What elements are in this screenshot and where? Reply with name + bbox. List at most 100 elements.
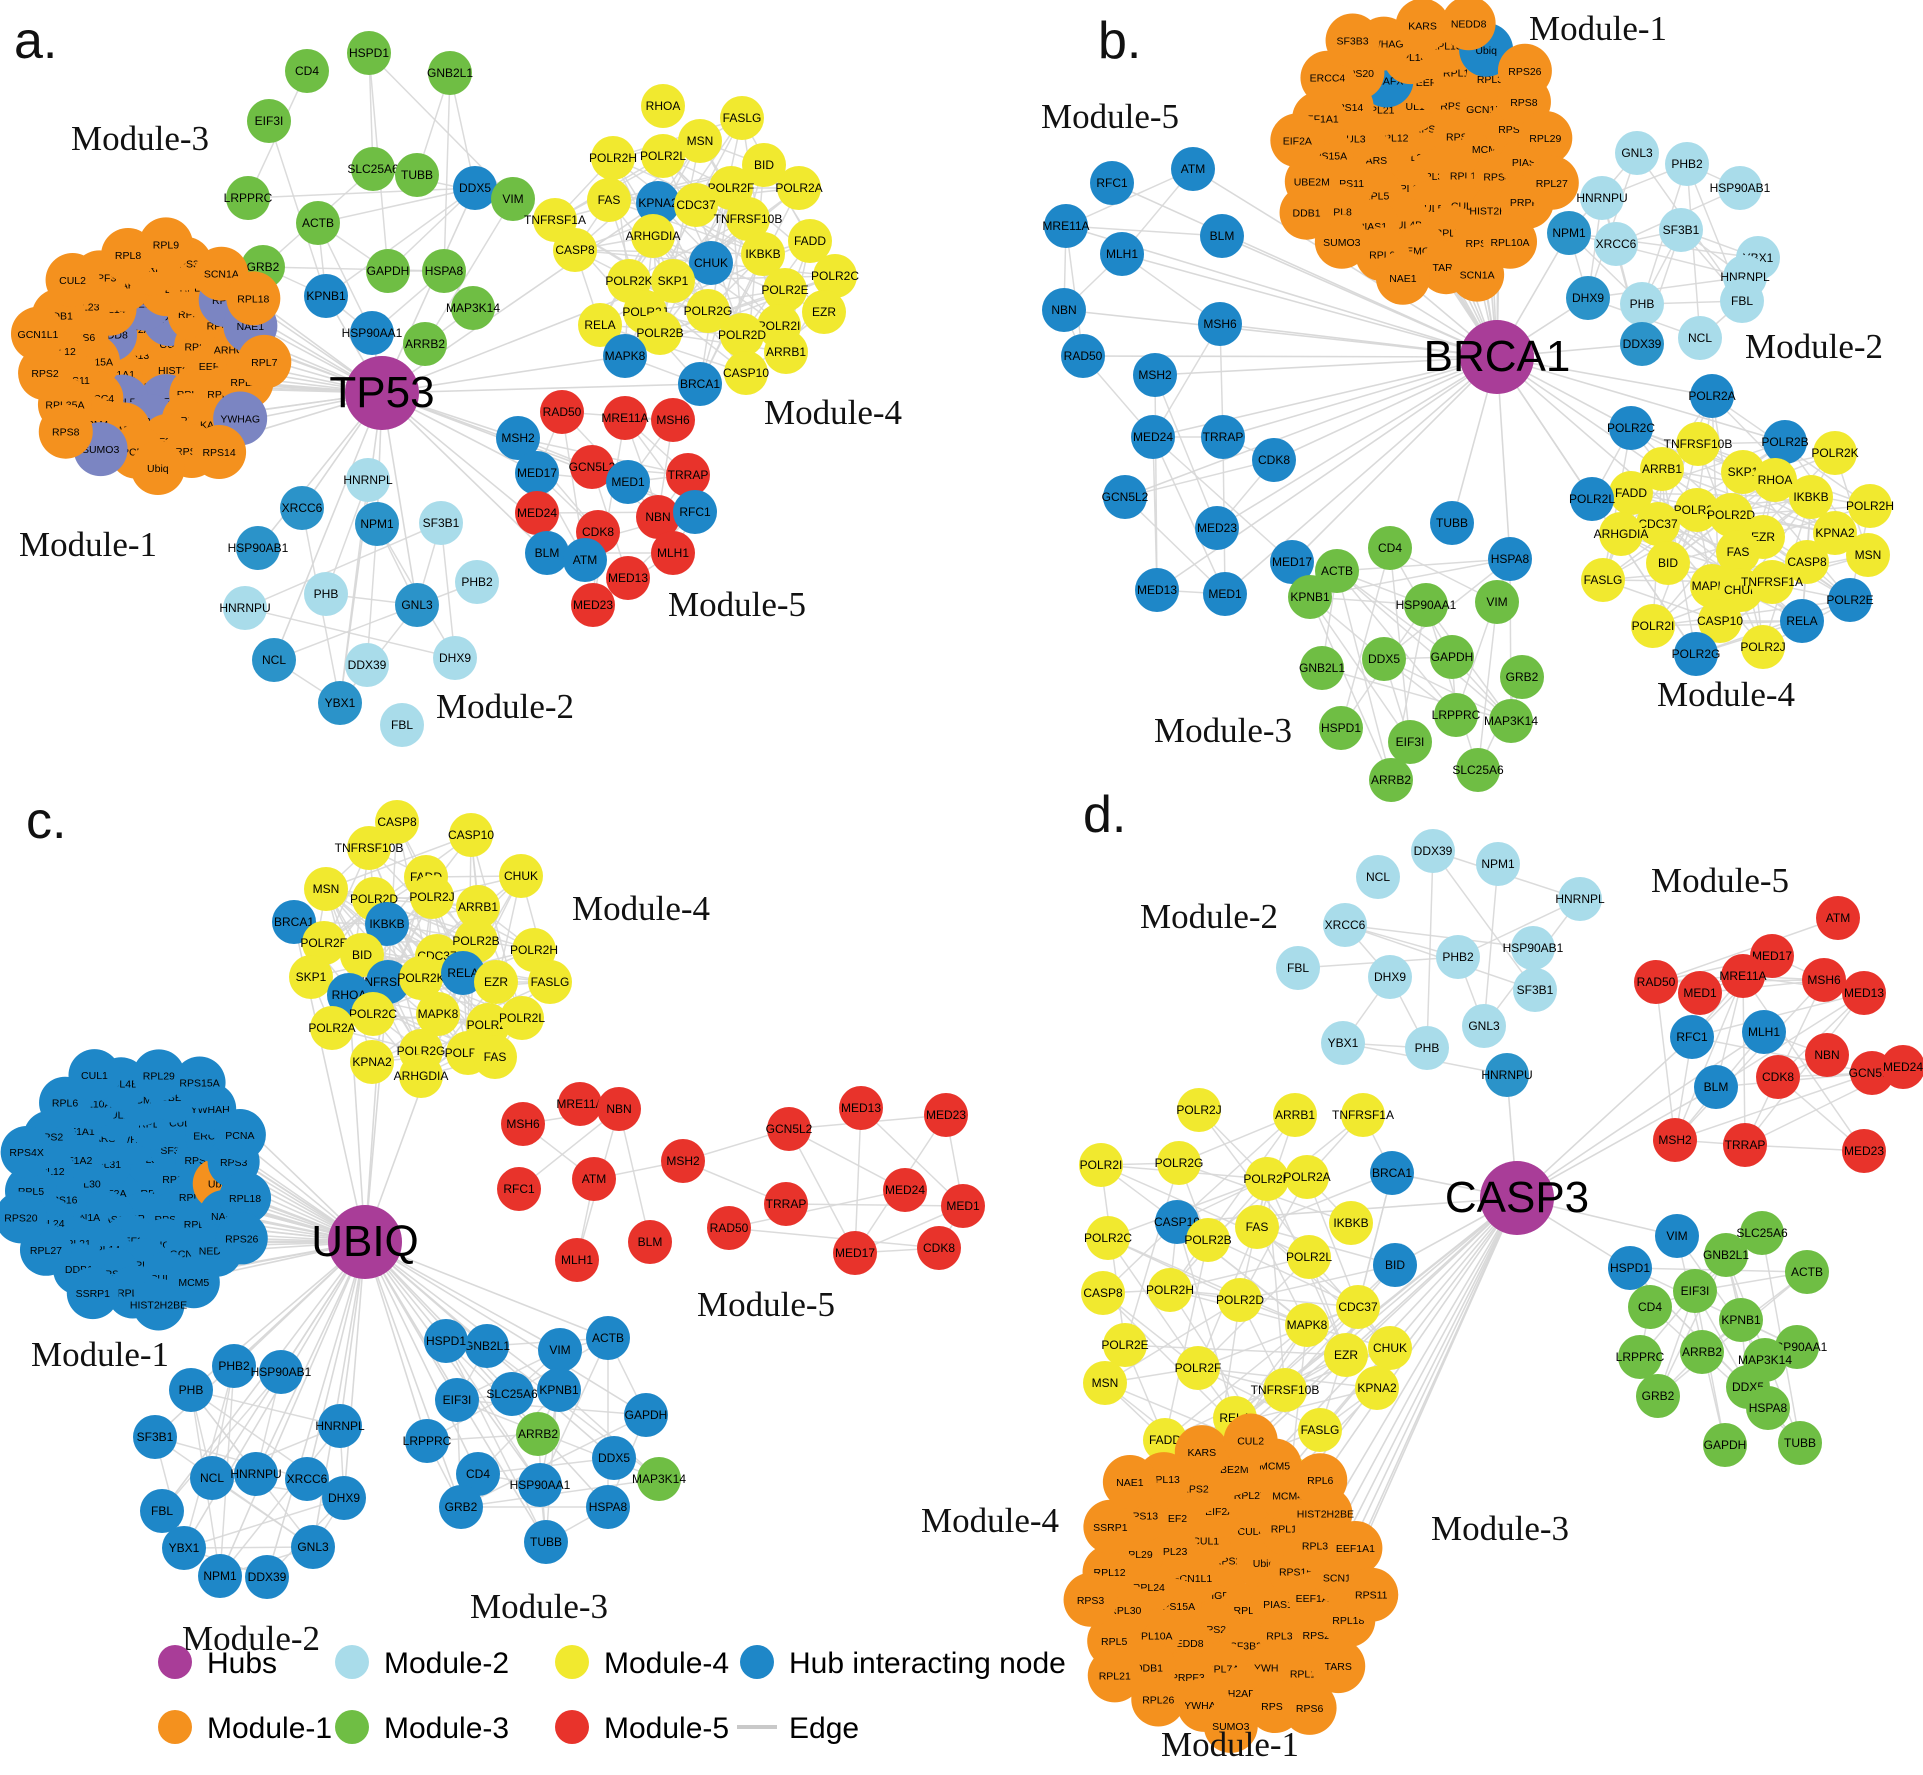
node-label: NAE1 bbox=[1116, 1477, 1144, 1489]
node-POLR2G: POLR2G bbox=[1672, 632, 1720, 676]
node-label: XRCC6 bbox=[287, 1472, 328, 1486]
node-ARRB2: ARRB2 bbox=[516, 1412, 560, 1456]
node-HSP90AB1: HSP90AB1 bbox=[228, 526, 289, 570]
node-CDC37: CDC37 bbox=[1636, 502, 1680, 546]
hub-BRCA1: BRCA1 bbox=[1424, 320, 1571, 394]
node-LRPPRC: LRPPRC bbox=[1616, 1335, 1665, 1379]
node-label: TRRAP bbox=[1203, 430, 1244, 444]
node-RPS11: RPS11 bbox=[1344, 1567, 1399, 1622]
panel-letter-d: d. bbox=[1083, 786, 1126, 844]
node-label: POLR2G bbox=[1155, 1156, 1204, 1170]
node-GNL3: GNL3 bbox=[1615, 131, 1659, 175]
node-NAE1: NAE1 bbox=[1375, 250, 1430, 305]
node-GCN1L1: GCN1L1 bbox=[10, 306, 65, 361]
node-label: HNRNPL bbox=[1555, 892, 1605, 906]
node-label: HIST2H2BE bbox=[130, 1299, 187, 1311]
node-RPL6: RPL6 bbox=[1293, 1453, 1348, 1508]
node-ARRB1: ARRB1 bbox=[1640, 447, 1684, 491]
node-label: POLR2C bbox=[811, 269, 859, 283]
node-label: MED23 bbox=[573, 598, 613, 612]
node-label: GAPDH bbox=[1431, 650, 1474, 664]
node-label: MED1 bbox=[1683, 986, 1717, 1000]
node-label: TUBB bbox=[530, 1535, 562, 1549]
node-MED1: MED1 bbox=[1203, 572, 1247, 616]
node-label: EZR bbox=[812, 305, 836, 319]
node-CASP10: CASP10 bbox=[448, 813, 494, 857]
node-FASLG: FASLG bbox=[1298, 1408, 1342, 1452]
node-label: MED17 bbox=[1272, 555, 1312, 569]
node-label: HSP90AB1 bbox=[228, 541, 289, 555]
legend-swatch bbox=[158, 1710, 192, 1744]
node-label: LRPPRC bbox=[1616, 1350, 1665, 1364]
node-label: KPNB1 bbox=[1290, 590, 1330, 604]
node-label: GAPDH bbox=[625, 1408, 668, 1422]
node-label: FAS bbox=[1727, 545, 1750, 559]
node-label: POLR2A bbox=[775, 181, 822, 195]
node-SF3B1: SF3B1 bbox=[133, 1415, 177, 1459]
node-label: RELA bbox=[447, 966, 478, 980]
node-label: HSP90AB1 bbox=[1710, 181, 1771, 195]
node-label: EIF3I bbox=[1681, 1284, 1710, 1298]
node-ARRB1: ARRB1 bbox=[1273, 1093, 1317, 1137]
node-MED17: MED17 bbox=[515, 451, 559, 495]
node-label: POLR2K bbox=[605, 274, 652, 288]
node-label: TNFRSF10B bbox=[714, 212, 783, 226]
node-label: MLH1 bbox=[657, 546, 689, 560]
node-TNFRSF1A: TNFRSF1A bbox=[1741, 560, 1803, 604]
legend-item-edge: Edge bbox=[737, 1712, 859, 1745]
node-label: POLR2J bbox=[1740, 640, 1785, 654]
node-label: RPL10A bbox=[1133, 1630, 1172, 1642]
node-BRCA1: BRCA1 bbox=[1370, 1151, 1414, 1195]
node-label: NEDD8 bbox=[1451, 18, 1487, 30]
node-NPM1: NPM1 bbox=[355, 502, 399, 546]
module-label-a-module-5: Module-5 bbox=[668, 585, 806, 624]
node-Ubiq: Ubiq bbox=[130, 441, 185, 496]
node-label: CD4 bbox=[1378, 541, 1402, 555]
node-label: MED13 bbox=[608, 571, 648, 585]
node-label: CHUK bbox=[694, 256, 728, 270]
node-label: POLR2D bbox=[1707, 508, 1755, 522]
node-XRCC6: XRCC6 bbox=[280, 486, 324, 530]
hub-label: BRCA1 bbox=[1424, 332, 1571, 381]
module-label-a-module-1: Module-1 bbox=[19, 525, 157, 564]
node-label: CDC37 bbox=[1338, 1300, 1378, 1314]
node-GNL3: GNL3 bbox=[1462, 1004, 1506, 1048]
node-PHB2: PHB2 bbox=[1436, 935, 1480, 979]
node-label: POLR2H bbox=[1146, 1283, 1194, 1297]
node-label: PHB bbox=[1415, 1041, 1440, 1055]
node-POLR2H: POLR2H bbox=[1146, 1268, 1194, 1312]
node-GCN5L2: GCN5L2 bbox=[1102, 475, 1149, 519]
node-label: MED13 bbox=[1137, 583, 1177, 597]
node-POLR2H: POLR2H bbox=[589, 136, 637, 180]
node-label: POLR2L bbox=[1569, 492, 1615, 506]
node-label: RPS26 bbox=[1508, 66, 1541, 78]
node-SKP1: SKP1 bbox=[651, 259, 695, 303]
node-label: DHX9 bbox=[439, 651, 471, 665]
node-XRCC6: XRCC6 bbox=[1594, 222, 1638, 266]
node-CDK8: CDK8 bbox=[1756, 1055, 1800, 1099]
node-label: YBX1 bbox=[325, 696, 356, 710]
node-label: POLR2H bbox=[1846, 499, 1894, 513]
node-label: MED23 bbox=[1197, 521, 1237, 535]
node-EIF2A: EIF2A bbox=[1270, 113, 1325, 168]
node-label: DDB1 bbox=[1293, 208, 1321, 220]
node-MAP3K14: MAP3K14 bbox=[446, 286, 500, 330]
node-label: FADD bbox=[1149, 1433, 1181, 1447]
node-label: DDX5 bbox=[459, 181, 491, 195]
node-NCL: NCL bbox=[1356, 855, 1400, 899]
node-HNRNPL: HNRNPL bbox=[343, 458, 393, 502]
node-label: POLR2J bbox=[1176, 1103, 1221, 1117]
node-YBX1: YBX1 bbox=[1321, 1021, 1365, 1065]
node-IKBKB: IKBKB bbox=[1789, 475, 1833, 519]
node-label: POLR2B bbox=[452, 934, 499, 948]
node-GAPDH: GAPDH bbox=[366, 249, 410, 293]
node-label: TUBB bbox=[1784, 1436, 1816, 1450]
node-label: NBN bbox=[606, 1102, 631, 1116]
node-label: MED17 bbox=[835, 1246, 875, 1260]
node-label: CHUK bbox=[504, 869, 538, 883]
node-label: TNFRSF1A bbox=[524, 213, 586, 227]
node-label: PHB2 bbox=[461, 575, 493, 589]
node-label: NCL bbox=[1366, 870, 1390, 884]
node-ARRB2: ARRB2 bbox=[1369, 758, 1413, 802]
